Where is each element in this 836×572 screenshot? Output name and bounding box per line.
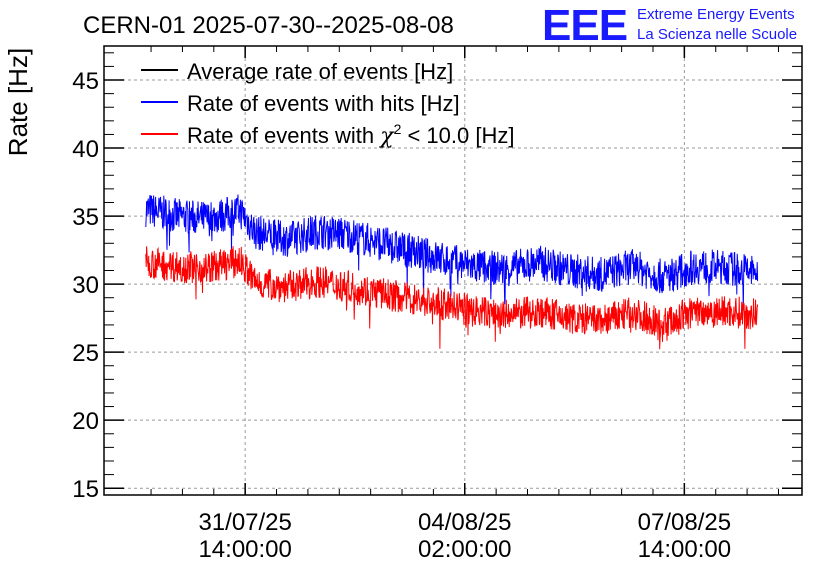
y-tick-label: 20 xyxy=(72,408,99,435)
series-line-chi2 xyxy=(145,246,759,350)
y-tick-label: 30 xyxy=(72,272,99,299)
legend-chi2-suffix: < 10.0 [Hz] xyxy=(401,123,514,148)
legend-chi2-symbol: χ xyxy=(378,124,395,149)
y-tick-label: 15 xyxy=(72,476,99,503)
y-tick-label: 40 xyxy=(72,136,99,163)
legend-chi2-sup: 2 xyxy=(394,121,402,137)
legend-label-chi2: Rate of events with χ2 < 10.0 [Hz] xyxy=(187,121,514,149)
x-tick-label-date: 31/07/25 xyxy=(198,509,291,536)
y-tick-label: 25 xyxy=(72,340,99,367)
x-tick-label-time: 02:00:00 xyxy=(418,536,511,563)
y-tick-label: 45 xyxy=(72,68,99,95)
legend-chi2-prefix: Rate of events with xyxy=(187,123,380,148)
legend-label-hits: Rate of events with hits [Hz] xyxy=(187,91,460,116)
x-tick-label-date: 07/08/25 xyxy=(638,509,731,536)
x-tick-label-time: 14:00:00 xyxy=(198,536,291,563)
y-tick-label: 35 xyxy=(72,204,99,231)
y-axis-label: Rate [Hz] xyxy=(3,48,33,156)
x-tick-label-date: 04/08/25 xyxy=(418,509,511,536)
org-name-line1: Extreme Energy Events xyxy=(637,6,795,23)
plot-area: 1520253035404531/07/2514:00:0004/08/2502… xyxy=(72,45,803,563)
x-tick-label-time: 14:00:00 xyxy=(638,536,731,563)
series-line-hits xyxy=(145,194,759,311)
legend: Average rate of events [Hz] Rate of even… xyxy=(141,59,514,149)
org-name-line2: La Scienza nelle Scuole xyxy=(637,26,797,43)
eee-logo: EEE xyxy=(542,1,627,50)
legend-label-average: Average rate of events [Hz] xyxy=(187,59,453,84)
chart-title: CERN-01 2025-07-30--2025-08-08 xyxy=(83,12,454,39)
plot-frame xyxy=(103,45,803,496)
